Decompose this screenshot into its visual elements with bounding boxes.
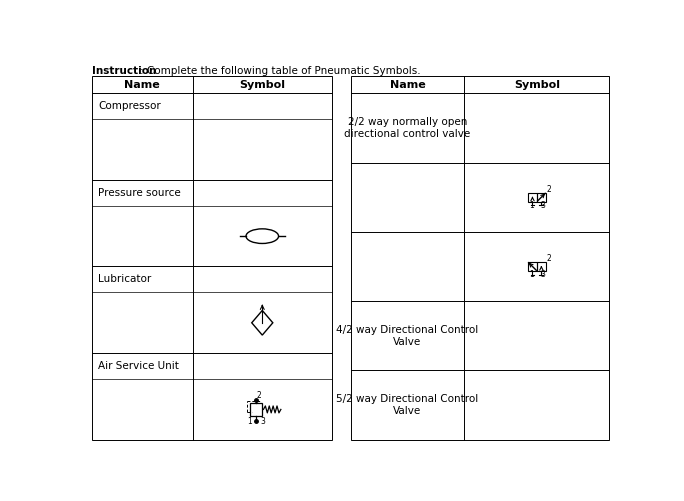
Text: 5/2 way Directional Control
Valve: 5/2 way Directional Control Valve: [337, 394, 479, 416]
Text: Symbol: Symbol: [239, 80, 285, 90]
Text: 4/2 way Directional Control
Valve: 4/2 way Directional Control Valve: [337, 325, 479, 347]
Text: Name: Name: [124, 80, 160, 90]
Text: Instruction: Instruction: [92, 66, 156, 76]
Bar: [537, 262, 546, 271]
Bar: [92, 76, 332, 440]
Text: 2: 2: [547, 255, 551, 264]
Text: Air Service Unit: Air Service Unit: [98, 361, 179, 371]
Text: Name: Name: [390, 80, 425, 90]
Text: Lubricator: Lubricator: [98, 275, 151, 285]
Text: 1: 1: [247, 417, 252, 426]
Text: 3: 3: [540, 201, 545, 210]
Text: 1: 1: [529, 201, 534, 210]
Text: Compressor: Compressor: [98, 101, 161, 111]
Text: 3: 3: [260, 417, 265, 426]
Text: Symbol: Symbol: [514, 80, 560, 90]
Bar: [250, 403, 262, 416]
Bar: [350, 76, 609, 440]
Text: Pressure source: Pressure source: [98, 188, 181, 198]
Bar: [528, 262, 537, 271]
Text: 2/2 way normally open
directional control valve: 2/2 way normally open directional contro…: [344, 117, 471, 139]
Text: 2: 2: [257, 391, 261, 400]
Text: 3: 3: [540, 270, 545, 279]
Text: 1: 1: [529, 270, 534, 279]
Bar: [537, 193, 546, 201]
Bar: [528, 193, 537, 201]
Text: 2: 2: [547, 185, 551, 194]
Text: : Complete the following table of Pneumatic Symbols.: : Complete the following table of Pneuma…: [140, 66, 421, 76]
